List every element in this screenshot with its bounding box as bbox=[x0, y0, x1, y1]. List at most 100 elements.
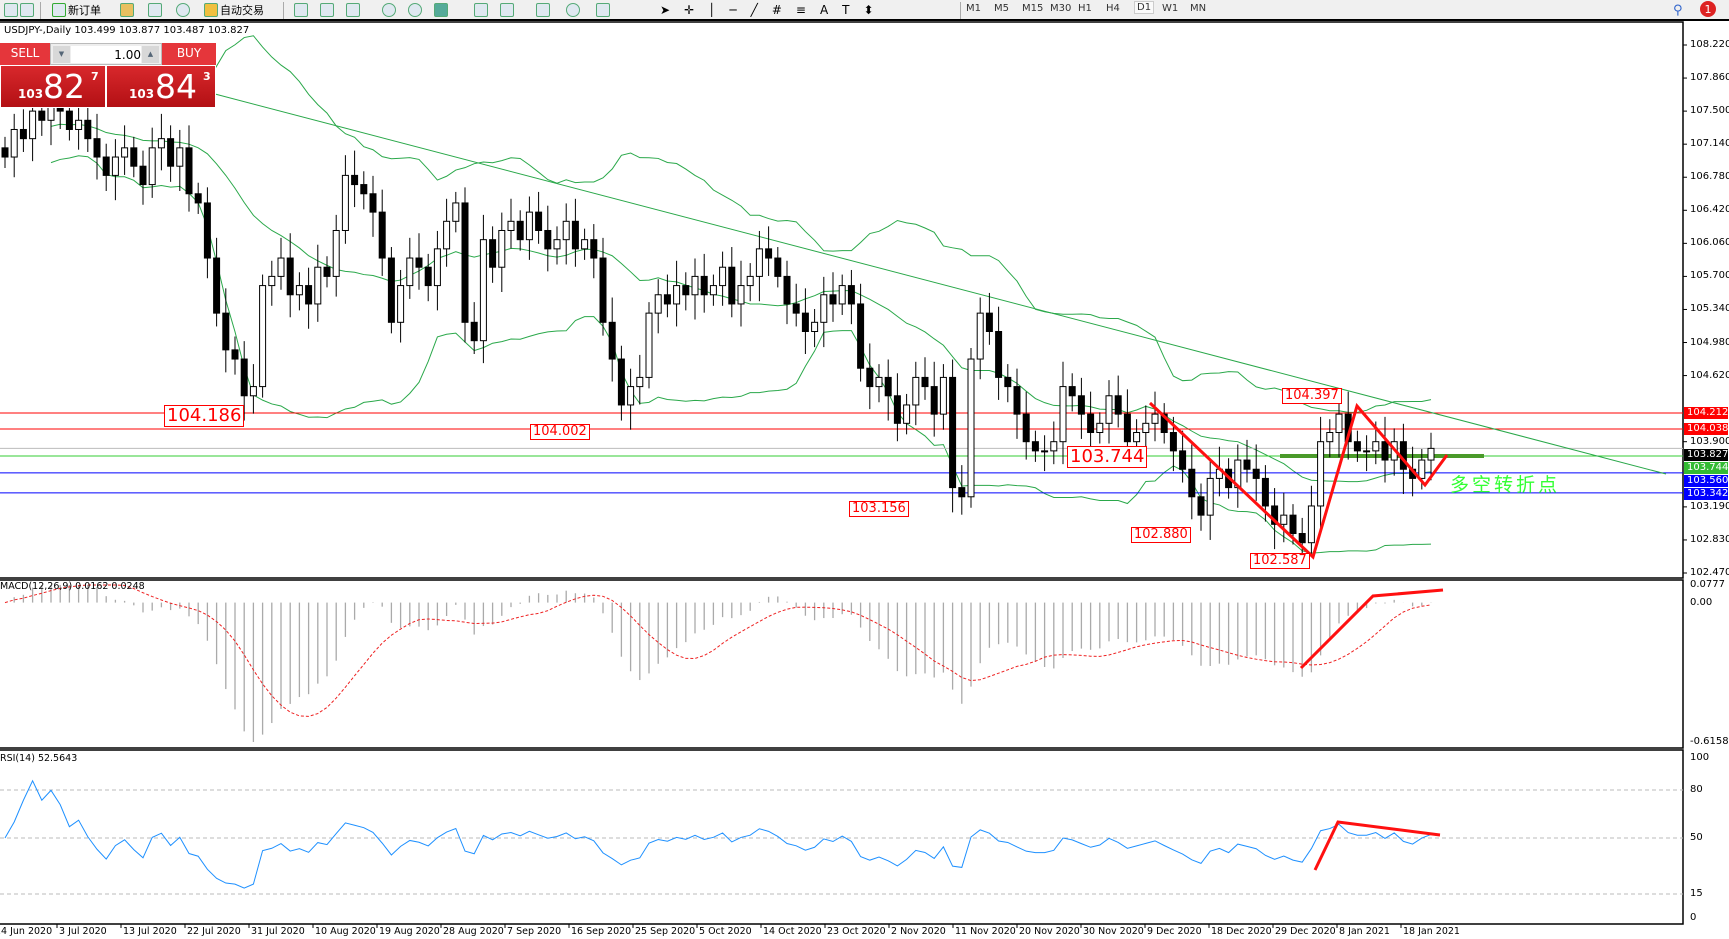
new-order-button[interactable]: 新订单 bbox=[52, 2, 101, 18]
chart-shift-icon[interactable] bbox=[500, 3, 514, 17]
macd-axis-label: 0.00 bbox=[1690, 596, 1713, 608]
price-axis-label: 104.620 bbox=[1690, 369, 1729, 381]
market-watch-icon[interactable] bbox=[148, 3, 162, 17]
timeframe-m5[interactable]: M5 bbox=[994, 3, 1009, 14]
buy-price[interactable]: 103 84 3 bbox=[106, 65, 216, 108]
candle-bull bbox=[673, 285, 681, 305]
candle-bull bbox=[691, 275, 699, 296]
candle-bear bbox=[829, 294, 837, 305]
lot-input[interactable] bbox=[71, 46, 141, 63]
lot-decrease-button[interactable]: ▼ bbox=[53, 46, 70, 63]
lot-increase-button[interactable]: ▲ bbox=[142, 46, 159, 63]
sell-button[interactable]: SELL bbox=[0, 43, 50, 65]
candle-bull bbox=[939, 376, 947, 415]
signals-icon[interactable] bbox=[176, 3, 190, 17]
candle-bear bbox=[1298, 533, 1306, 544]
candle-bear bbox=[571, 220, 579, 250]
metaeditor-icon[interactable] bbox=[120, 3, 134, 17]
price-axis-label: 107.500 bbox=[1690, 105, 1729, 117]
candle-bull bbox=[1142, 422, 1150, 434]
candle-bear bbox=[185, 147, 193, 195]
candle-bull bbox=[277, 257, 285, 277]
candle-bull bbox=[443, 220, 451, 250]
price-annotation: 104.002 bbox=[530, 424, 590, 441]
templates-icon[interactable] bbox=[596, 3, 610, 17]
candle-bear bbox=[893, 395, 901, 424]
timeframe-m30[interactable]: M30 bbox=[1050, 3, 1072, 14]
fibonacci-channel-icon[interactable]: # bbox=[771, 3, 782, 17]
autoscroll-icon[interactable] bbox=[474, 3, 488, 17]
date-axis-label: 13 Jul 2020 bbox=[123, 926, 177, 937]
toolbar-icons-left[interactable] bbox=[4, 2, 34, 18]
tile-windows-icon[interactable] bbox=[434, 3, 448, 17]
file-icon[interactable] bbox=[4, 3, 18, 17]
trendline-icon[interactable]: ╱ bbox=[750, 3, 758, 17]
candle-bull bbox=[295, 285, 303, 296]
horizontal-line-icon[interactable]: ─ bbox=[729, 3, 737, 17]
candle-bear bbox=[958, 487, 966, 498]
macd-axis-label: -0.6158 bbox=[1690, 736, 1729, 747]
timeframe-mn[interactable]: MN bbox=[1190, 3, 1207, 14]
candle-bull bbox=[581, 239, 589, 250]
periods-icon[interactable] bbox=[566, 3, 580, 17]
text-label-icon[interactable]: T bbox=[842, 3, 850, 17]
timeframe-m1[interactable]: M1 bbox=[966, 3, 981, 14]
candlestick-icon[interactable] bbox=[320, 3, 334, 17]
sell-price[interactable]: 103 82 7 bbox=[0, 65, 106, 108]
cursor-icon[interactable]: ➤ bbox=[660, 3, 671, 17]
rsi-axis-label: 15 bbox=[1690, 888, 1703, 899]
candle-bear bbox=[1, 147, 9, 158]
timeframe-d1[interactable]: D1 bbox=[1134, 1, 1155, 14]
zoom-out-icon[interactable] bbox=[408, 3, 422, 17]
bar-chart-icon[interactable] bbox=[294, 3, 308, 17]
search-icon[interactable]: ⚲ bbox=[1673, 2, 1683, 18]
date-axis-label: 2 Nov 2020 bbox=[891, 926, 946, 937]
lot-stepper[interactable]: ▼ ▲ bbox=[50, 43, 162, 65]
candle-bear bbox=[323, 266, 331, 277]
candle-bear bbox=[1068, 386, 1076, 397]
timeframe-w1[interactable]: W1 bbox=[1162, 3, 1179, 14]
candle-bear bbox=[286, 257, 294, 296]
candle-bear bbox=[1031, 441, 1039, 452]
candle-bear bbox=[130, 147, 138, 167]
candle-bear bbox=[415, 257, 423, 268]
crosshair-icon[interactable]: ✛ bbox=[684, 3, 695, 17]
candle-bull bbox=[1096, 422, 1104, 434]
timeframe-h4[interactable]: H4 bbox=[1106, 3, 1120, 14]
date-axis-label: 5 Oct 2020 bbox=[699, 926, 752, 937]
candle-bull bbox=[1363, 450, 1371, 453]
candle-bear bbox=[590, 239, 598, 259]
arrows-icon[interactable]: ⬍ bbox=[863, 3, 874, 17]
bollinger-upper bbox=[50, 35, 1432, 413]
candle-bear bbox=[387, 257, 395, 323]
price-annotation: 102.880 bbox=[1131, 527, 1191, 544]
price-level-tag: 103.342 bbox=[1684, 488, 1728, 501]
date-axis-label: 7 Sep 2020 bbox=[507, 926, 562, 937]
candle-bull bbox=[406, 257, 414, 287]
price-axis-label: 107.140 bbox=[1690, 138, 1729, 150]
text-icon[interactable]: A bbox=[819, 3, 829, 17]
timeframe-m15[interactable]: M15 bbox=[1022, 3, 1044, 14]
indicators-icon[interactable] bbox=[536, 3, 550, 17]
notification-badge[interactable]: 1 bbox=[1700, 1, 1716, 17]
date-axis-label: 14 Oct 2020 bbox=[763, 926, 822, 937]
zoom-view-icon[interactable] bbox=[20, 3, 34, 17]
candle-bull bbox=[157, 138, 165, 149]
candle-bear bbox=[1077, 395, 1085, 415]
date-axis-label: 20 Nov 2020 bbox=[1019, 926, 1080, 937]
candle-bull bbox=[1335, 413, 1343, 434]
fibonacci-icon[interactable]: ≡ bbox=[795, 3, 806, 17]
buy-button[interactable]: BUY bbox=[162, 43, 216, 65]
rsi-pane bbox=[0, 749, 1684, 925]
vertical-line-icon[interactable]: │ bbox=[708, 3, 716, 17]
line-chart-icon[interactable] bbox=[346, 3, 360, 17]
date-axis-label: 8 Jan 2021 bbox=[1339, 926, 1390, 937]
candle-bear bbox=[847, 285, 855, 305]
timeframe-h1[interactable]: H1 bbox=[1078, 3, 1092, 14]
price-axis-label: 105.700 bbox=[1690, 270, 1729, 282]
zoom-in-icon[interactable] bbox=[382, 3, 396, 17]
toolbar: 新订单 自动交易 ➤ ✛ │ ─ ╱ # ≡ A T ⬍ M1 M5 M15 M30 H1 H4 D1 W1 MN… bbox=[0, 0, 1729, 21]
candle-bear bbox=[378, 211, 386, 259]
auto-trading-button[interactable]: 自动交易 bbox=[204, 2, 264, 18]
